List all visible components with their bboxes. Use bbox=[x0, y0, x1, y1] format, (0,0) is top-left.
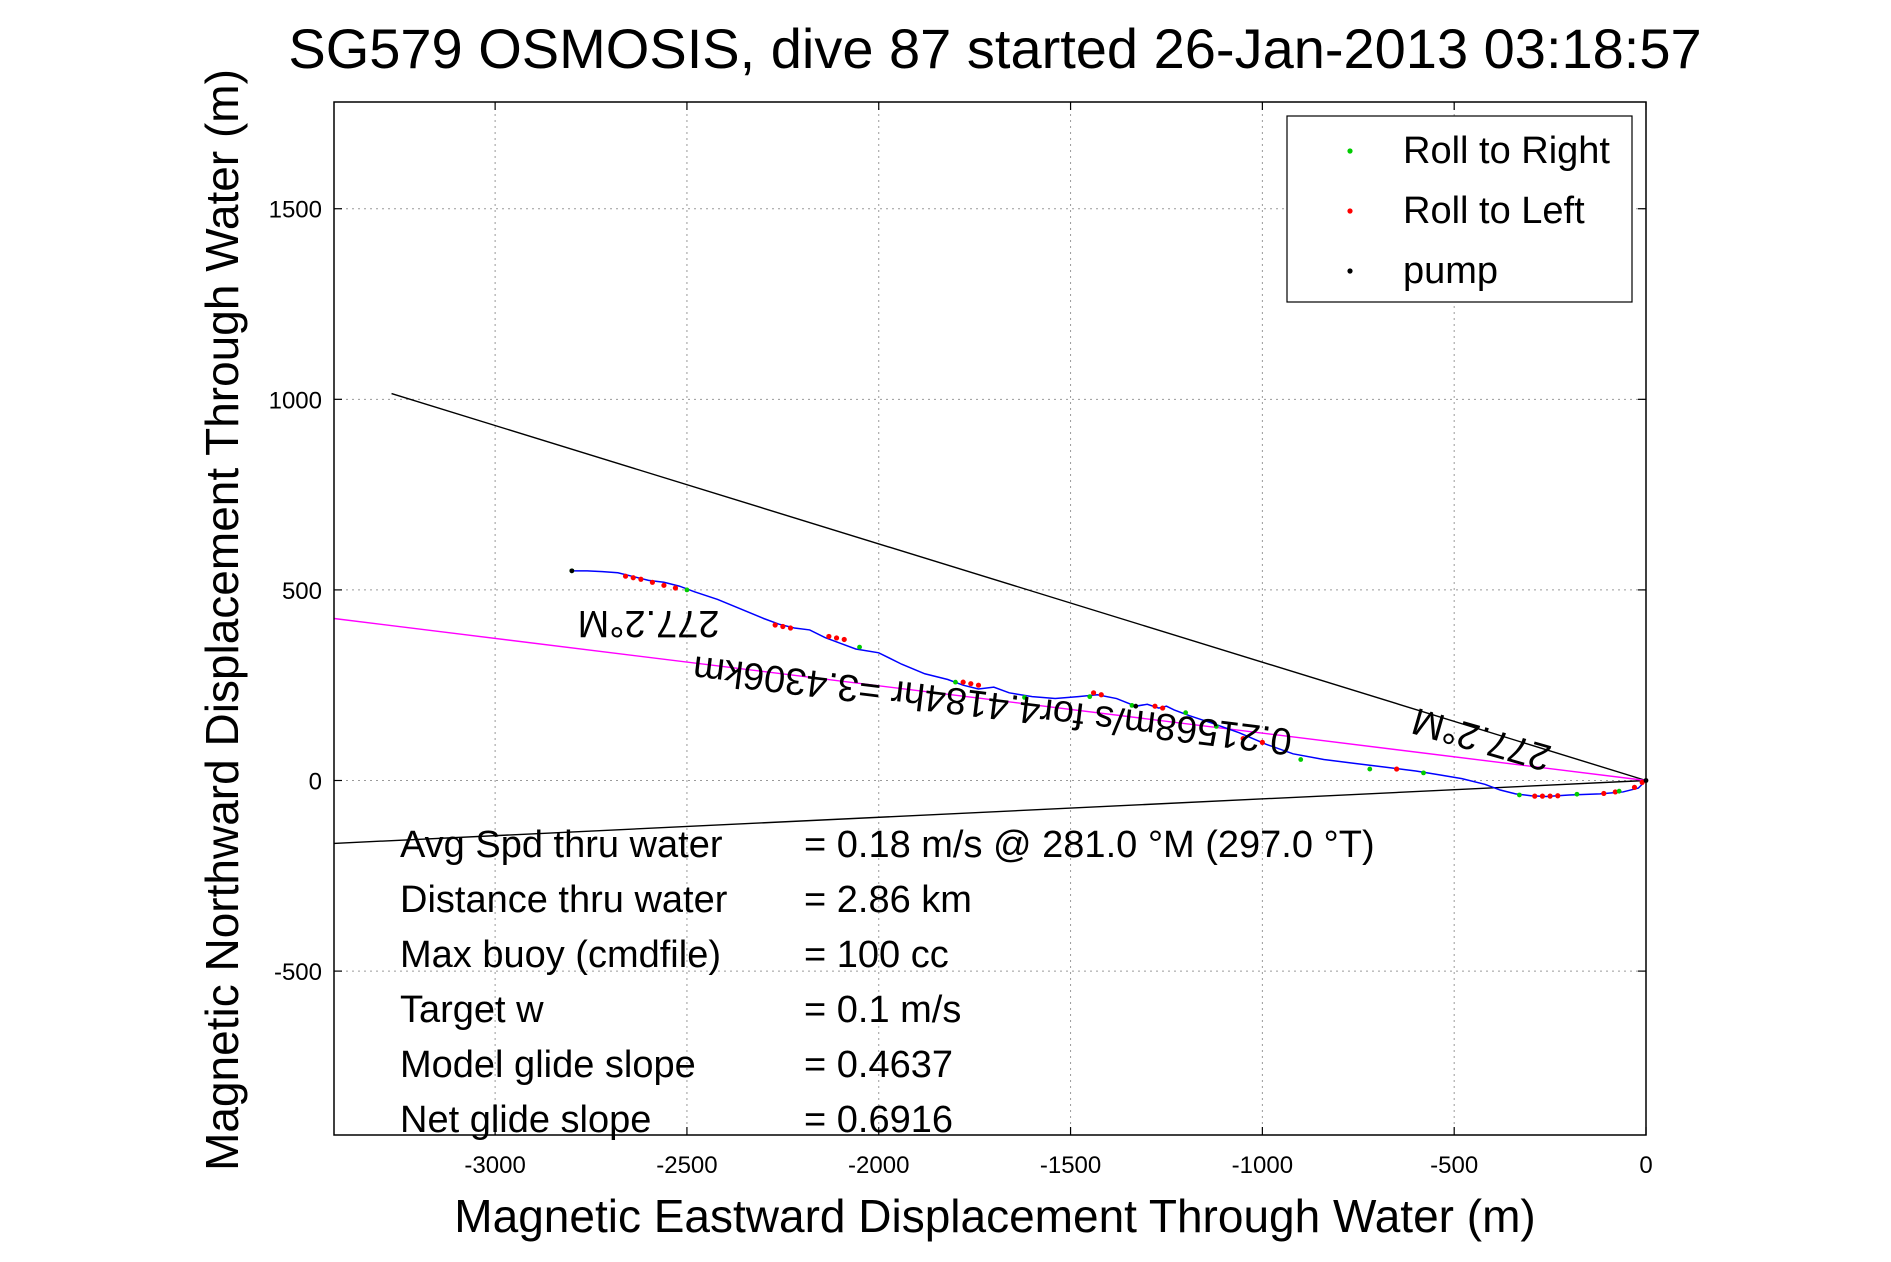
roll-left-point bbox=[960, 679, 966, 685]
roll-left-point bbox=[1547, 793, 1553, 799]
roll-left-point bbox=[1601, 790, 1607, 797]
y-tick-label: 0 bbox=[309, 769, 322, 796]
stat-value: = 2.86 km bbox=[804, 879, 972, 921]
roll-left-point bbox=[622, 573, 629, 579]
stat-label: Model glide slope bbox=[400, 1044, 696, 1086]
x-tick-label: -500 bbox=[1430, 1152, 1478, 1179]
roll-left-point bbox=[1152, 703, 1158, 709]
roll-left-point bbox=[630, 575, 636, 581]
roll-left-point bbox=[772, 622, 778, 628]
x-tick-label: -1000 bbox=[1232, 1152, 1293, 1179]
roll-right-point bbox=[1129, 703, 1135, 708]
roll-right-point bbox=[1574, 791, 1580, 797]
roll-left-point bbox=[833, 635, 840, 641]
legend-label: Roll to Left bbox=[1403, 190, 1585, 232]
stat-label: Distance thru water bbox=[400, 879, 728, 921]
roll-left-point bbox=[1532, 793, 1538, 799]
stat-label: Max buoy (cmdfile) bbox=[400, 934, 721, 976]
roll-left-point bbox=[1090, 690, 1097, 696]
pump-point bbox=[1133, 703, 1139, 709]
roll-right-point bbox=[953, 679, 958, 685]
legend-label: Roll to Right bbox=[1403, 130, 1610, 172]
y-axis-label: Magnetic Northward Displacement Through … bbox=[196, 69, 248, 1171]
stat-value: = 0.6916 bbox=[804, 1099, 953, 1141]
roll-left-point bbox=[638, 576, 644, 582]
y-tick-label: -500 bbox=[274, 959, 322, 986]
stat-label: Avg Spd thru water bbox=[400, 824, 723, 866]
roll-left-point bbox=[1259, 739, 1265, 745]
legend-marker bbox=[1347, 208, 1353, 214]
x-tick-label: -2000 bbox=[848, 1152, 909, 1179]
legend-label: pump bbox=[1403, 250, 1498, 292]
roll-left-point bbox=[1539, 793, 1546, 799]
roll-right-point bbox=[1022, 695, 1027, 700]
roll-left-point bbox=[841, 636, 847, 643]
stat-value: = 0.18 m/s @ 281.0 °M (297.0 °T) bbox=[804, 824, 1375, 866]
roll-left-point bbox=[975, 682, 982, 688]
roll-right-point bbox=[1298, 757, 1304, 762]
legend: Roll to Right Roll to Left pump bbox=[1286, 115, 1633, 303]
x-tick-label: -2500 bbox=[656, 1152, 717, 1179]
plot-frame bbox=[333, 101, 1647, 1136]
stat-label: Net glide slope bbox=[400, 1099, 651, 1141]
roll-left-point bbox=[672, 585, 679, 591]
roll-right-point bbox=[684, 587, 690, 593]
x-tick-label: -3000 bbox=[464, 1152, 525, 1179]
stats-block: Avg Spd thru water = 0.18 m/s @ 281.0 °M … bbox=[400, 824, 1375, 1141]
annotation-text: 277.2°M bbox=[578, 602, 720, 644]
reference-line bbox=[333, 617, 1647, 782]
stat-label: Target w bbox=[400, 989, 544, 1031]
x-tick-label: 0 bbox=[1639, 1152, 1652, 1179]
pump-point bbox=[569, 568, 575, 574]
roll-right-point bbox=[1616, 788, 1622, 794]
reference-line bbox=[391, 392, 1647, 782]
axis-ticks: -3000 -2500 -2000 -1500 -1000 -500 0 -500 0 500 10… bbox=[269, 102, 1653, 1179]
roll-left-point bbox=[1394, 766, 1400, 772]
roll-left-point bbox=[1240, 735, 1246, 742]
roll-right-point bbox=[1421, 770, 1426, 776]
roll-right-point bbox=[1183, 710, 1189, 716]
roll-left-point bbox=[661, 582, 667, 588]
roll-right-point bbox=[1517, 792, 1522, 798]
roll-left-point bbox=[787, 625, 794, 631]
roll-left-point bbox=[1098, 692, 1104, 698]
roll-left-point bbox=[1555, 793, 1561, 799]
roll-left-point bbox=[1612, 789, 1618, 795]
y-tick-label: 1000 bbox=[269, 387, 322, 414]
x-axis-label: Magnetic Eastward Displacement Through W… bbox=[454, 1190, 1535, 1242]
roll-right-point bbox=[1087, 694, 1093, 700]
stat-value: = 0.1 m/s bbox=[804, 989, 961, 1031]
roll-left-point bbox=[1160, 705, 1166, 711]
roll-left-point bbox=[826, 633, 832, 640]
roll-left-point bbox=[1639, 779, 1645, 786]
chart-title: SG579 OSMOSIS, dive 87 started 26-Jan-20… bbox=[288, 17, 1701, 80]
roll-right-point bbox=[1367, 766, 1373, 772]
roll-left-point bbox=[780, 623, 786, 630]
roll-right-point bbox=[1213, 723, 1219, 729]
roll-left-point bbox=[968, 681, 974, 687]
series-layer bbox=[333, 392, 1649, 845]
x-tick-label: -1500 bbox=[1040, 1152, 1101, 1179]
y-tick-label: 500 bbox=[282, 578, 322, 605]
roll-right-point bbox=[857, 644, 862, 650]
roll-left-point bbox=[649, 579, 656, 585]
track-line bbox=[571, 570, 1647, 798]
y-tick-label: 1500 bbox=[269, 197, 322, 224]
roll-left-point bbox=[1631, 784, 1638, 790]
stat-value: = 0.4637 bbox=[804, 1044, 953, 1086]
stat-value: = 100 cc bbox=[804, 934, 949, 976]
reference-line bbox=[333, 779, 1647, 845]
legend-marker bbox=[1347, 148, 1353, 154]
legend-marker bbox=[1347, 268, 1353, 274]
legend-box bbox=[1286, 115, 1633, 303]
